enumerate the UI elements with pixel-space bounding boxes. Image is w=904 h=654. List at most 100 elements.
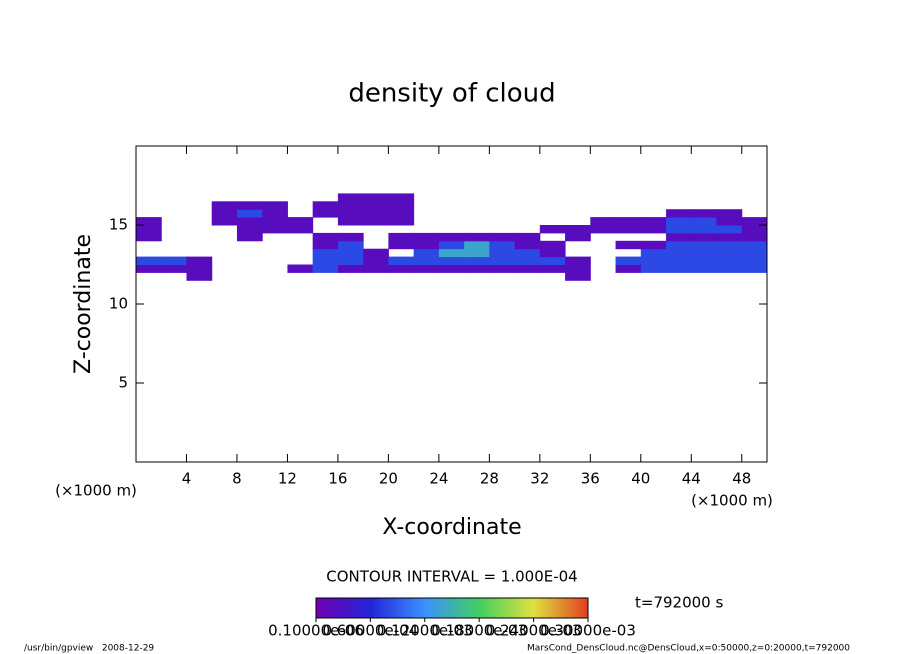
x-tick-label: 36 [581,470,600,488]
density-cell [640,225,667,234]
density-cell [641,272,667,280]
density-cell [539,264,566,273]
density-cell [615,264,642,273]
density-cell [666,264,692,273]
footer-right: MarsCond_DensCloud.nc@DensCloud,x=0:5000… [527,644,850,654]
density-cell [742,272,768,280]
density-cell [287,241,313,249]
density-cell [590,265,616,273]
density-cell [717,272,743,280]
density-cell [489,232,516,242]
density-cell [691,193,717,201]
density-cell [338,225,364,233]
density-cell [691,248,718,258]
density-cell [186,209,212,217]
density-cell [414,217,440,225]
density-cell [666,201,692,209]
density-cell [161,225,187,233]
density-cell [439,272,465,280]
density-cell [262,265,288,273]
density-cell [489,201,515,209]
density-cell [237,241,263,249]
density-cell [438,256,465,265]
density-cell [186,233,212,241]
density-cell [717,201,743,209]
density-cell [161,233,187,241]
density-cell [363,272,389,280]
density-cell [287,257,313,265]
density-cell [464,201,490,209]
density-cell [186,256,213,265]
density-cell [338,272,364,280]
density-cell [515,193,541,201]
density-cell [540,272,566,280]
density-cell [186,225,212,233]
density-cell [363,193,389,202]
x-tick-label: 32 [530,470,549,488]
density-cell [489,272,515,280]
density-cell [539,248,566,258]
density-cell [337,193,364,202]
density-cell [337,201,364,210]
density-cell [414,225,440,233]
density-cell [641,233,667,241]
density-cell [717,193,743,201]
time-label: t=792000 s [635,594,723,612]
density-cell [212,272,238,280]
density-cell [439,225,465,233]
density-cell [388,225,414,233]
density-cell [236,201,263,210]
density-cell [186,264,213,273]
density-cell [666,272,692,280]
density-cell [439,217,465,225]
density-cell [438,264,465,273]
density-cell [262,257,288,265]
density-cell [666,225,692,234]
density-cell [211,209,238,218]
x-tick-label: 16 [328,470,347,488]
density-cell [186,201,212,209]
density-cell [136,241,162,249]
density-cell [413,240,440,250]
density-cell [741,225,768,234]
density-cell [212,241,238,249]
y-tick-label: 5 [118,374,128,392]
density-cell [439,209,465,217]
density-cell [615,256,642,265]
density-cell [287,272,313,280]
density-cell [590,193,616,201]
y-tick-label: 10 [109,295,128,313]
density-cell [464,272,490,280]
density-cell [237,272,263,280]
density-cell [438,232,465,242]
density-cell [136,201,162,209]
density-cell [237,249,263,257]
density-cell [337,232,364,242]
density-cell [136,217,162,226]
density-cell [312,248,339,258]
density-cell [388,232,415,242]
y-tick-label: 15 [109,216,128,234]
density-cell [237,265,263,273]
density-cell [666,193,692,201]
density-cell [363,217,389,226]
density-cell [136,209,162,217]
density-cell [464,225,490,233]
density-cell [388,256,415,265]
density-cell [489,240,516,250]
density-cell [287,264,314,273]
density-cell [666,209,692,218]
x-tick-label: 44 [682,470,701,488]
density-cell [565,209,591,217]
density-cell [590,249,616,257]
density-cell [514,232,541,242]
density-cell [439,193,465,201]
density-cell [666,232,692,242]
density-cell [413,248,440,258]
density-cell [691,256,718,265]
density-cell [337,217,364,226]
density-cell [363,225,389,233]
density-cell [262,249,288,257]
density-cell [161,272,187,280]
density-cell [363,248,389,258]
